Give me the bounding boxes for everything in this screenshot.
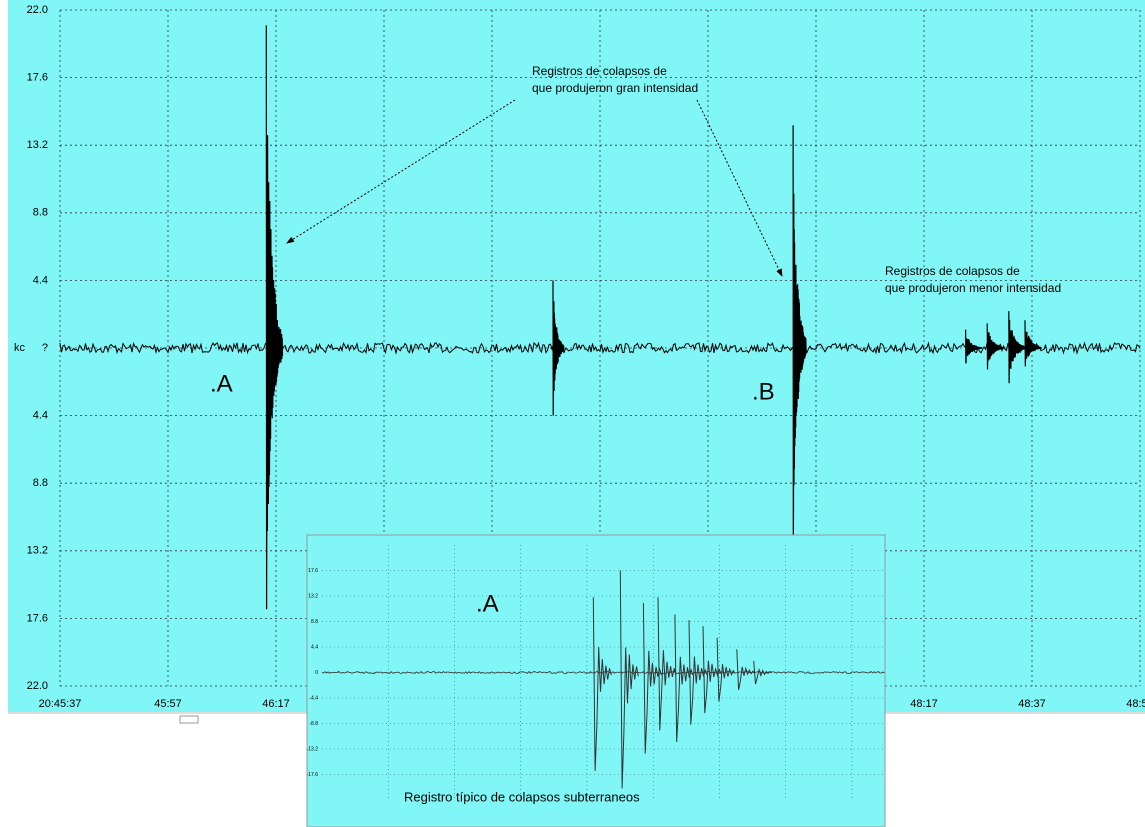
y-tick-label: 8.8 xyxy=(33,477,48,489)
spike xyxy=(716,637,736,702)
y-tick-label: 0 xyxy=(315,670,318,676)
y-tick-label: 13.2 xyxy=(27,545,48,557)
y-tick-label: -17.6 xyxy=(307,772,319,778)
event-label: .B xyxy=(752,378,775,405)
x-tick-label: 46:17 xyxy=(262,698,290,710)
scrollbar-thumb[interactable] xyxy=(179,715,199,724)
y-tick-label: 22.0 xyxy=(27,680,48,692)
event-trace xyxy=(965,329,983,364)
x-tick-label: 45:57 xyxy=(154,698,182,710)
annotation: Registros de colapsos de xyxy=(885,264,1020,278)
annotation: que produjeron menor intensidad xyxy=(885,281,1061,295)
arrow xyxy=(696,99,783,277)
y-tick-label: -8.8 xyxy=(309,721,318,727)
spike xyxy=(619,570,639,789)
event-trace xyxy=(792,125,807,548)
event-label: .A xyxy=(210,370,233,397)
event-trace xyxy=(986,323,1004,370)
y-tick-label: 13.2 xyxy=(308,593,318,599)
y-tick-label: ? xyxy=(42,342,48,354)
y-tick-label: 13.2 xyxy=(27,139,48,151)
y-tick-label: 17.6 xyxy=(27,72,48,84)
annotation: Registros de colapsos de xyxy=(532,64,667,78)
spike xyxy=(592,597,612,772)
annotation: que produjeron gran intensidad xyxy=(532,81,698,95)
inset-caption: Registro típico de colapsos subterraneos xyxy=(404,789,640,804)
spike xyxy=(642,602,662,754)
x-tick-label: 48:37 xyxy=(1018,698,1046,710)
spike xyxy=(753,660,772,685)
spike xyxy=(736,649,756,690)
y-tick-label: 8.8 xyxy=(311,619,318,625)
arrow xyxy=(286,99,516,244)
y-tick-label: 4.4 xyxy=(33,274,48,286)
spike xyxy=(657,597,677,731)
x-tick-label: 48:17 xyxy=(910,698,938,710)
y-tick-label: 4.4 xyxy=(311,644,318,650)
y-axis-label: kc xyxy=(14,342,26,354)
inset-title: .A xyxy=(476,590,499,617)
y-tick-label: 8.8 xyxy=(33,207,48,219)
y-tick-label: -4.4 xyxy=(309,695,318,701)
event-trace xyxy=(552,280,565,416)
x-tick-label: 20:45:37 xyxy=(39,698,82,710)
y-tick-label: -13.2 xyxy=(307,746,319,752)
inset-panel xyxy=(306,534,886,827)
y-tick-label: 4.4 xyxy=(33,410,48,422)
y-tick-label: 17.6 xyxy=(27,612,48,624)
event-trace xyxy=(265,25,284,610)
event-trace xyxy=(1024,320,1042,367)
x-tick-label: 48:57 xyxy=(1126,698,1145,710)
y-tick-label: 22.0 xyxy=(27,4,48,16)
event-trace xyxy=(1008,311,1026,384)
y-tick-label: 17.6 xyxy=(308,568,318,574)
background-noise xyxy=(59,341,1141,355)
